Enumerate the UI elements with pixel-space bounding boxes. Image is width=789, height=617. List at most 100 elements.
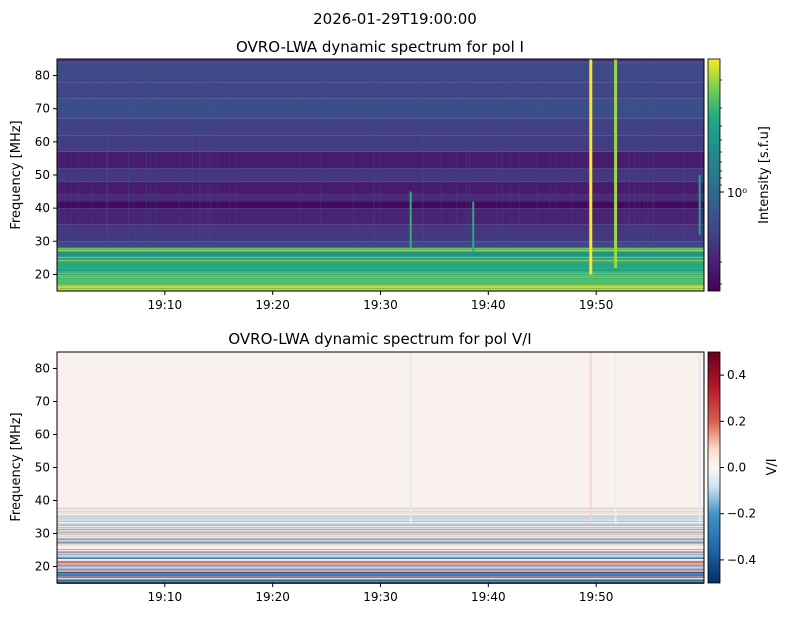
polarization-streak [57, 514, 704, 516]
colorbar-tick-label: 0.4 [727, 368, 746, 382]
colorbar-tick-label: −0.2 [727, 507, 756, 521]
noise-streak [178, 59, 180, 248]
polarization-streak [57, 557, 704, 559]
colorbar-tick-label: −0.4 [727, 553, 756, 567]
polarization-streak [57, 532, 704, 534]
noise-streak [106, 59, 107, 248]
y-tick-label: 40 [35, 494, 50, 508]
burst-trace [589, 352, 592, 524]
polarization-streak [57, 550, 704, 552]
radio-burst [698, 175, 701, 235]
colorbar-gradient [707, 351, 721, 584]
spectrum-band [57, 277, 704, 285]
spectrum-band [57, 224, 704, 242]
noise-streak [624, 59, 626, 248]
noise-streak [320, 59, 321, 248]
polarization-streak [57, 581, 704, 583]
polarization-streak [57, 538, 704, 540]
y-tick-label: 40 [35, 201, 50, 215]
polarization-streak [57, 507, 704, 509]
y-axis-label: Frequency [MHz] [9, 412, 24, 521]
polarization-streak [57, 556, 704, 558]
noise-streak [647, 59, 649, 248]
polarization-streak [57, 542, 704, 543]
y-tick-label: 70 [35, 395, 50, 409]
noise-streak [554, 59, 556, 248]
noise-streak [469, 59, 470, 248]
noise-streak [519, 59, 520, 248]
burst-trace [409, 352, 412, 524]
polarization-streak [57, 578, 704, 580]
polarization-streak [57, 560, 704, 562]
noise-streak [653, 59, 655, 248]
noise-streak [635, 59, 637, 248]
noise-streak [150, 59, 152, 248]
noise-streak [422, 59, 424, 248]
rfi-streak [57, 261, 704, 263]
polarization-streak [57, 565, 704, 567]
noise-streak [701, 59, 703, 248]
noise-streak [63, 59, 65, 248]
polarization-streak [57, 547, 704, 548]
polarization-streak [57, 518, 704, 520]
x-tick-label: 19:30 [363, 298, 398, 312]
polarization-streak [57, 529, 704, 531]
polarization-streak [57, 523, 704, 525]
spectrum-band [57, 151, 704, 169]
spectrum-band [57, 284, 704, 291]
x-tick-label: 19:30 [363, 590, 398, 604]
noise-streak [653, 59, 655, 248]
polarization-streak [57, 507, 704, 509]
polarization-streak [57, 511, 704, 513]
rfi-streak [57, 263, 704, 265]
polarization-streak [57, 541, 704, 543]
rfi-streak [57, 267, 704, 268]
x-tick-label: 19:40 [471, 298, 506, 312]
rfi-streak [57, 261, 704, 262]
rfi-streak [57, 250, 704, 252]
polarization-streak [57, 527, 704, 529]
noise-streak [629, 59, 631, 248]
noise-streak [211, 59, 212, 248]
y-tick-label: 30 [35, 234, 50, 248]
polarization-streak [57, 544, 704, 546]
noise-streak [78, 59, 79, 248]
noise-streak [422, 59, 423, 248]
x-tick-label: 19:50 [579, 298, 614, 312]
polarization-streak [57, 511, 704, 512]
noise-streak [156, 59, 158, 248]
polarization-streak [57, 536, 704, 538]
burst-trace [698, 352, 701, 524]
rfi-streak [57, 285, 704, 287]
polarization-streak [57, 539, 704, 541]
polarization-streak [57, 510, 704, 512]
spectrum-band [57, 118, 704, 136]
rfi-streak [57, 258, 704, 260]
polarization-streak [57, 567, 704, 568]
colorbar-ticks: 0.4 0.2 0.0 −0.2 −0.4 [720, 368, 756, 567]
rfi-streak [57, 272, 704, 273]
noise-streak [373, 59, 375, 248]
polarization-streak [57, 576, 704, 578]
rfi-streak [57, 267, 704, 269]
noise-streak [201, 59, 202, 248]
noise-streak [128, 59, 130, 248]
noise-streak [536, 59, 538, 248]
polarization-streak [57, 535, 704, 537]
y-tick-label: 50 [35, 168, 50, 182]
polarization-streak [57, 573, 704, 575]
spectrum-band [57, 59, 704, 63]
colorbar-label: V/I [765, 458, 780, 475]
noise-streak [587, 59, 588, 248]
spectrum-band [57, 135, 704, 152]
colorbar-gradient [707, 58, 721, 292]
polarization-streak [57, 549, 704, 551]
polarization-streak [57, 524, 704, 526]
noise-streak [639, 59, 641, 248]
spectrum-band [57, 62, 704, 83]
figure-suptitle: 2026-01-29T19:00:00 [313, 10, 477, 28]
noise-streak [379, 59, 381, 248]
polarization-streak [57, 570, 704, 572]
spectrum-band [57, 168, 704, 182]
